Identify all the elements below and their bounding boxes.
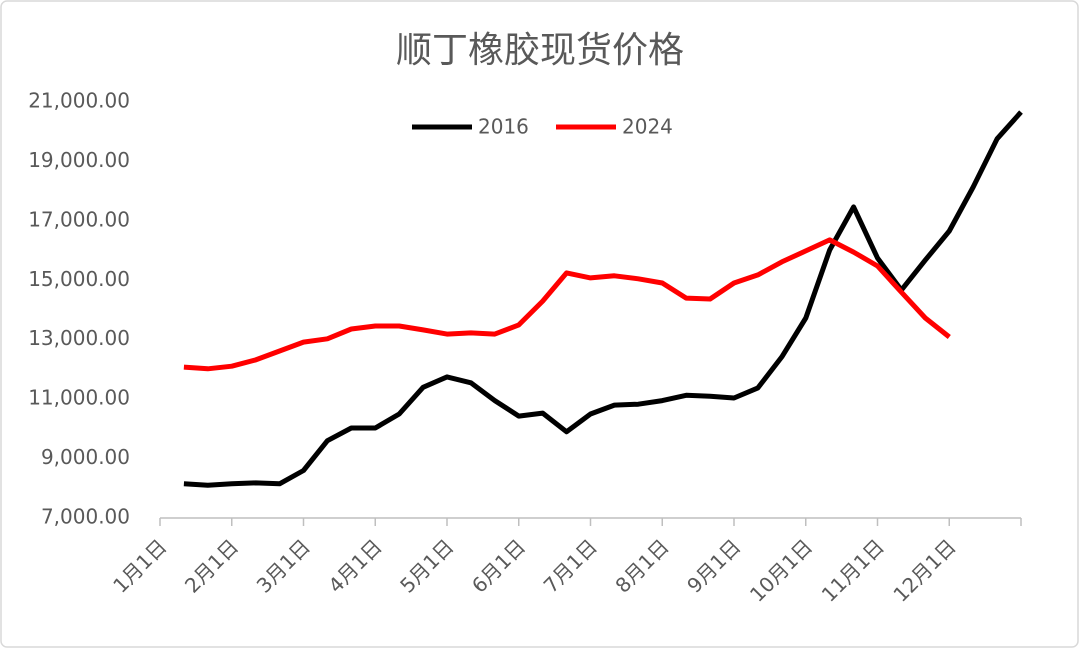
- legend-label: 2016: [478, 115, 529, 139]
- y-tick-label: 17,000.00: [28, 207, 130, 231]
- y-tick-label: 7,000.00: [41, 505, 130, 529]
- y-tick-label: 9,000.00: [41, 445, 130, 469]
- y-tick-label: 15,000.00: [28, 267, 130, 291]
- series-line: [183, 237, 951, 372]
- legend-label: 2024: [622, 115, 673, 139]
- y-tick-label: 11,000.00: [28, 386, 130, 410]
- series-line: [183, 110, 1023, 488]
- chart-title: 顺丁橡胶现货价格: [396, 30, 684, 71]
- y-tick-label: 13,000.00: [28, 326, 130, 350]
- y-tick-label: 19,000.00: [28, 148, 130, 172]
- y-tick-label: 21,000.00: [28, 89, 130, 113]
